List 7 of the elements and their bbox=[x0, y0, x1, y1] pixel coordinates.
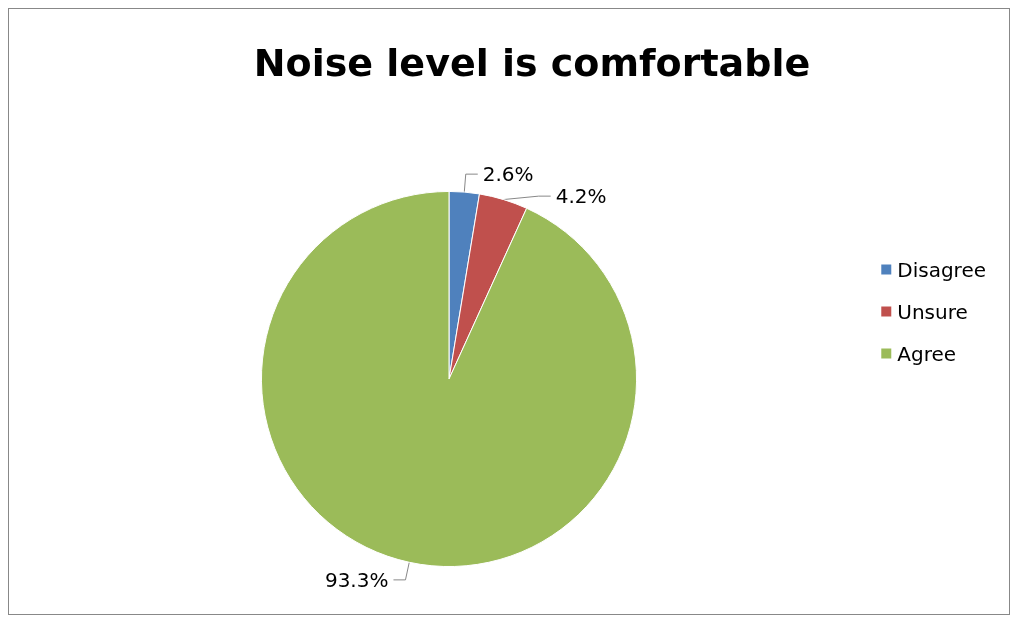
data-label: 2.6% bbox=[482, 162, 534, 187]
data-label: 4.2% bbox=[555, 184, 607, 209]
legend-label: Disagree bbox=[897, 257, 987, 282]
chart-title: Noise level is comfortable bbox=[253, 41, 811, 85]
data-label: 93.3% bbox=[324, 567, 389, 592]
legend-label: Unsure bbox=[897, 299, 968, 324]
legend-label: Agree bbox=[897, 341, 957, 366]
